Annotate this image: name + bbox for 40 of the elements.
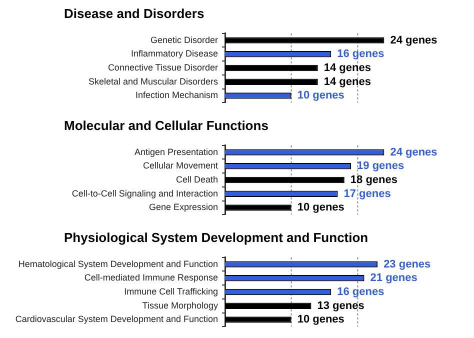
data-label: 10 genes	[297, 314, 344, 326]
y-tick-label: Immune Cell Trafficking	[124, 286, 218, 296]
data-label: 21 genes	[370, 272, 418, 284]
y-tick-label: Gene Expression	[148, 202, 218, 212]
data-label: 13 genes	[317, 300, 364, 312]
data-label: 14 genes	[324, 76, 371, 88]
y-tick-label: Cardiovascular System Development and Function	[15, 314, 218, 324]
y-tick-label: Genetic Disorder	[150, 34, 218, 45]
chart-title: Molecular and Cellular Functions	[63, 117, 270, 135]
chart-title: Physiological System Development and Function	[63, 229, 370, 247]
data-label: 16 genes	[337, 48, 384, 60]
y-tick-label: Inflammatory Disease	[130, 48, 218, 59]
data-label: 10 genes	[297, 90, 344, 102]
bar	[225, 316, 292, 323]
chart-title: Disease and Disorders	[63, 5, 206, 23]
y-tick-label: Cell-mediated Immune Response	[84, 272, 218, 283]
y-tick-label: Connective Tissue Disorder	[108, 62, 218, 72]
data-label: 23 genes	[384, 258, 431, 270]
data-label: 19 genes	[357, 160, 404, 172]
data-label: 16 genes	[337, 286, 384, 298]
y-tick-label: Cell Death	[176, 174, 218, 184]
y-tick-label: Cell-to-Cell Signaling and Interaction	[72, 188, 218, 198]
bar	[225, 204, 292, 211]
bar	[225, 37, 384, 44]
y-tick-label: Hematological System Development and Function	[18, 258, 218, 269]
data-label: 24 genes	[390, 34, 438, 46]
data-label: 14 genes	[324, 62, 371, 74]
y-tick-label: Skeletal and Muscular Disorders	[88, 76, 218, 86]
y-tick-label: Cellular Movement	[142, 160, 218, 171]
y-tick-label: Tissue Morphology	[142, 300, 218, 310]
y-tick-label: Infection Mechanism	[135, 90, 218, 100]
bar	[225, 78, 318, 85]
data-label: 10 genes	[297, 202, 344, 214]
data-label: 24 genes	[390, 146, 438, 158]
data-label: 17 genes	[344, 188, 391, 200]
bar	[225, 302, 312, 309]
bar	[225, 176, 344, 184]
bar	[225, 64, 318, 72]
y-tick-label: Antigen Presentation	[134, 146, 218, 157]
data-label: 18 genes	[350, 174, 398, 186]
